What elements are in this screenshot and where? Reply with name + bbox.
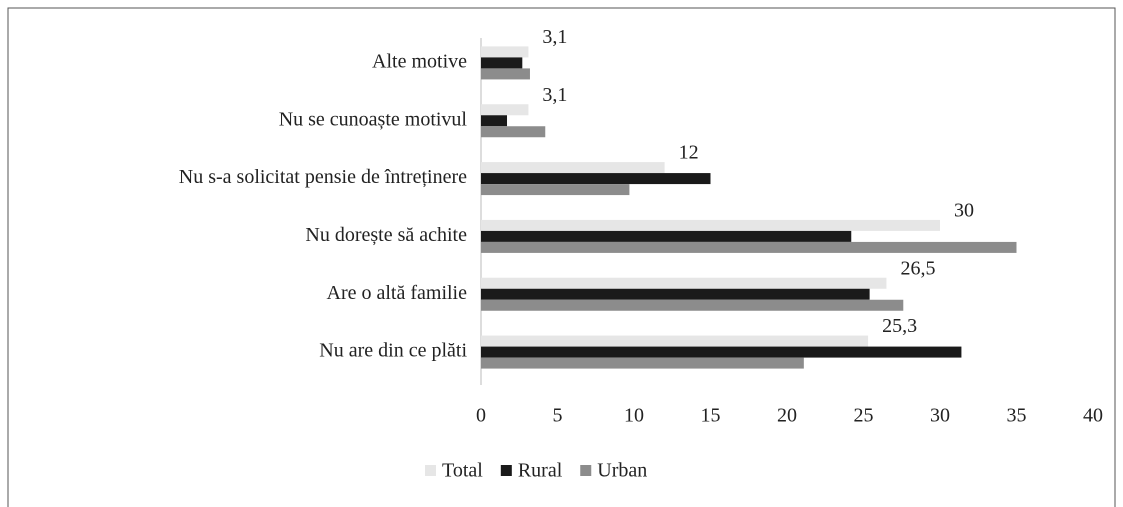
bar xyxy=(481,335,869,347)
data-label: 3,1 xyxy=(542,84,567,106)
legend-label: Rural xyxy=(518,460,563,482)
x-tick-label: 15 xyxy=(701,405,721,427)
legend-swatch xyxy=(425,465,436,476)
x-tick-label: 20 xyxy=(777,405,797,427)
bar xyxy=(481,241,1017,253)
x-tick-label: 40 xyxy=(1083,405,1103,427)
bar xyxy=(481,346,962,358)
bar xyxy=(481,288,870,300)
bar xyxy=(481,219,940,231)
data-label: 30 xyxy=(954,200,974,222)
x-tick-label: 25 xyxy=(854,405,874,427)
bar xyxy=(481,115,508,127)
data-label: 12 xyxy=(679,142,699,164)
data-label: 26,5 xyxy=(900,257,935,279)
bar xyxy=(481,57,523,69)
bar xyxy=(481,126,546,138)
y-tick-label: Nu dorește să achite xyxy=(305,224,467,246)
frame xyxy=(7,7,1116,507)
bar xyxy=(481,184,630,196)
bar xyxy=(481,277,887,289)
bar xyxy=(481,68,530,80)
bar xyxy=(481,46,529,58)
x-tick-label: 5 xyxy=(553,405,563,427)
bar xyxy=(481,104,529,116)
bar xyxy=(481,357,804,369)
x-tick-label: 0 xyxy=(476,405,486,427)
y-tick-label: Nu s-a solicitat pensie de întreținere xyxy=(179,166,467,188)
y-tick-label: Nu are din ce plăti xyxy=(319,340,467,362)
y-tick-label: Alte motive xyxy=(372,51,467,73)
bar xyxy=(481,173,711,185)
y-tick-label: Nu se cunoaște motivul xyxy=(279,108,468,130)
bar xyxy=(481,299,904,311)
legend-label: Total xyxy=(442,460,483,482)
x-tick-label: 35 xyxy=(1007,405,1027,427)
data-label: 25,3 xyxy=(882,315,917,337)
legend-swatch xyxy=(500,465,512,476)
x-tick-label: 10 xyxy=(624,405,644,427)
bar xyxy=(481,230,852,242)
x-tick-label: 30 xyxy=(930,405,950,427)
bar xyxy=(481,162,665,174)
legend-label: Urban xyxy=(597,460,647,482)
data-label: 3,1 xyxy=(542,26,567,48)
y-tick-label: Are o altă familie xyxy=(327,282,468,304)
legend-swatch xyxy=(580,465,592,476)
